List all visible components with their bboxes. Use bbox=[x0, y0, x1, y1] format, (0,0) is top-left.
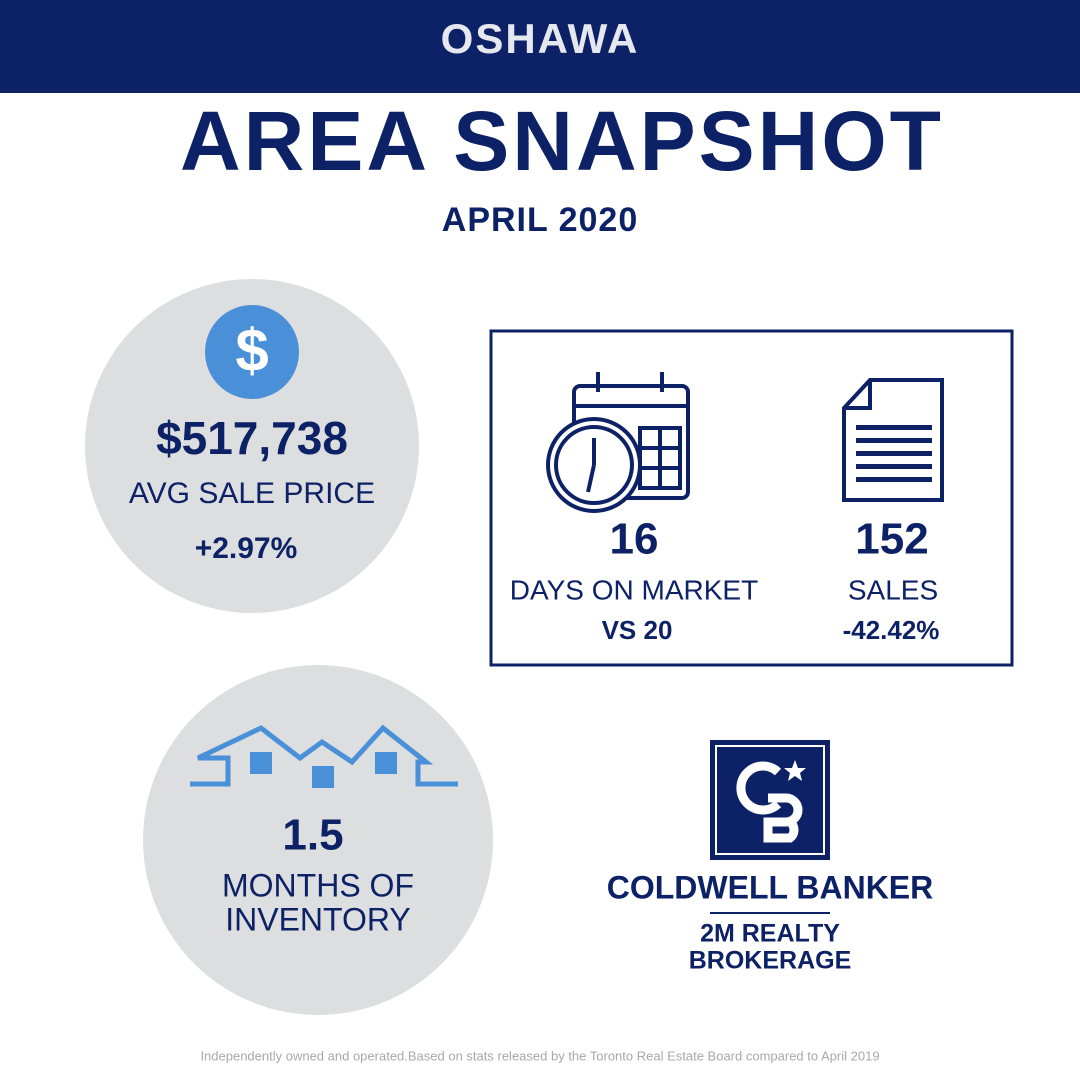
sales-value: 152 bbox=[855, 515, 928, 564]
brand-office: BROKERAGE bbox=[689, 947, 852, 975]
sales-change: -42.42% bbox=[843, 615, 940, 645]
subtitle: APRIL 2020 bbox=[442, 201, 638, 239]
footer-note: Independently owned and operated.Based o… bbox=[200, 1048, 879, 1063]
dollar-sign: $ bbox=[235, 317, 268, 384]
stat-circle bbox=[143, 665, 493, 1015]
avg-price-change: +2.97% bbox=[195, 532, 298, 565]
inventory-label: INVENTORY bbox=[225, 901, 411, 937]
title: AREA SNAPSHOT bbox=[180, 94, 944, 188]
houses-icon bbox=[190, 724, 458, 788]
stats-box bbox=[489, 329, 1014, 667]
dollar-icon bbox=[205, 305, 299, 399]
document-icon bbox=[842, 378, 944, 502]
logo-border bbox=[715, 745, 825, 855]
inventory-label: MONTHS OF bbox=[222, 867, 414, 903]
avg-price-label: AVG SALE PRICE bbox=[129, 477, 375, 510]
header-title: OSHAWA bbox=[441, 15, 640, 62]
days-label: DAYS ON MARKET bbox=[510, 574, 758, 605]
sales-label: SALES bbox=[848, 574, 938, 605]
calendar-clock-icon bbox=[546, 372, 690, 513]
logo-monogram bbox=[736, 760, 806, 843]
avg-price-value: $517,738 bbox=[156, 412, 348, 464]
header-bar bbox=[0, 0, 1080, 93]
inventory-value: 1.5 bbox=[282, 811, 343, 860]
brand-name: COLDWELL BANKER bbox=[607, 869, 934, 905]
days-value: 16 bbox=[610, 515, 659, 564]
stat-circle bbox=[85, 279, 419, 613]
brand-office: 2M REALTY bbox=[700, 920, 840, 948]
days-comparison: VS 20 bbox=[602, 615, 673, 645]
